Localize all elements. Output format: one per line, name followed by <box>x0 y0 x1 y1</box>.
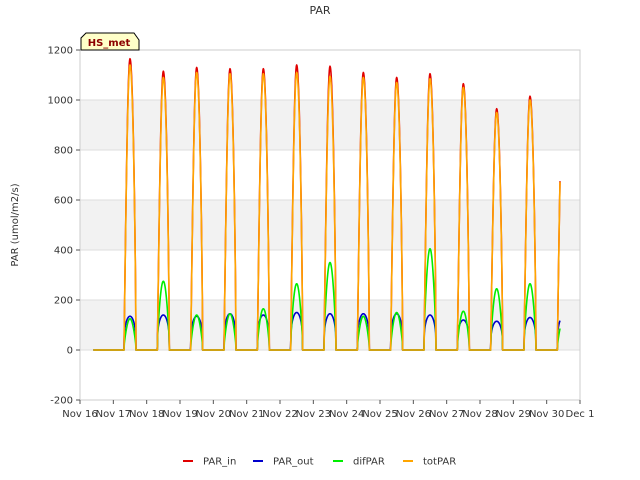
y-axis-title: PAR (umol/m2/s) <box>10 183 21 266</box>
legend-label-difpar: difPAR <box>353 457 385 468</box>
y-tick-label: 400 <box>54 246 73 257</box>
legend-label-par-in: PAR_in <box>203 457 236 468</box>
y-tick-label: -200 <box>50 396 73 407</box>
plot-frame <box>79 49 581 401</box>
y-axis-ticks: -200 0 200 400 600 800 1000 1200 <box>48 46 80 407</box>
y-tick-label: 1000 <box>48 96 73 107</box>
x-tick-label: Nov 17 <box>96 409 131 420</box>
plot-band <box>80 300 580 350</box>
y-tick-label: 1200 <box>48 46 73 57</box>
plot-band <box>80 100 580 150</box>
hs-met-tag-box <box>80 32 140 51</box>
x-tick-label: Nov 19 <box>162 409 197 420</box>
plot-band <box>80 200 580 250</box>
x-tick-label: Nov 26 <box>396 409 431 420</box>
x-tick-label: Nov 28 <box>462 409 497 420</box>
series-layer <box>92 57 561 351</box>
y-tick-label: 200 <box>54 296 73 307</box>
chart-title: PAR <box>309 4 330 17</box>
x-tick-label: Dec 1 <box>566 409 595 420</box>
x-tick-label: Nov 20 <box>196 409 231 420</box>
legend-label-par-out: PAR_out <box>273 457 314 468</box>
legend-label-totpar: totPAR <box>423 457 456 468</box>
x-tick-label: Nov 24 <box>329 409 364 420</box>
series-line-totpar <box>92 64 561 351</box>
x-tick-label: Nov 22 <box>262 409 297 420</box>
hs-met-tag-label: HS_met <box>88 38 131 49</box>
x-tick-label: Nov 21 <box>229 409 264 420</box>
x-tick-label: Nov 25 <box>362 409 397 420</box>
y-tick-label: 600 <box>54 196 73 207</box>
x-tick-label: Nov 23 <box>296 409 331 420</box>
x-tick-label: Nov 29 <box>496 409 531 420</box>
y-tick-label: 0 <box>67 346 73 357</box>
plot-background <box>80 50 580 400</box>
x-tick-label: Nov 27 <box>429 409 464 420</box>
x-tick-label: Nov 16 <box>62 409 97 420</box>
hs-met-tag: HS_met <box>80 32 140 51</box>
y-tick-label: 800 <box>54 146 73 157</box>
x-tick-label: Nov 30 <box>529 409 564 420</box>
x-tick-label: Nov 18 <box>129 409 164 420</box>
legend: PAR_in PAR_out difPAR totPAR <box>183 457 456 468</box>
